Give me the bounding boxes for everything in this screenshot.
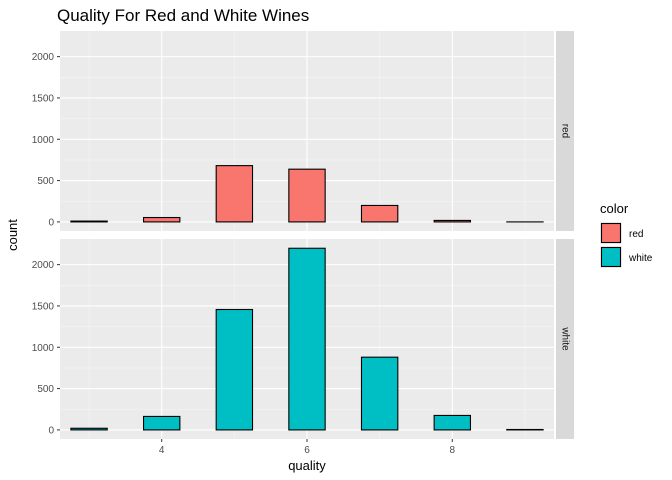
histogram-bar-red-5 [215,165,254,223]
y-tick-label: 1000 [32,135,55,146]
x-tick-label: 6 [304,445,310,456]
histogram-bar-white-7 [360,356,399,431]
y-tick-label: 2000 [32,52,55,63]
y-tick-label: 2000 [32,260,55,271]
facet-strip-white [556,239,574,439]
chart-title: Quality For Red and White Wines [57,6,309,25]
legend-title: color [600,201,629,216]
y-tick-label: 0 [48,217,54,228]
legend-label: white [628,253,653,264]
y-tick-label: 1500 [32,301,55,312]
facet-strip-label: white [559,326,570,351]
histogram-bar-red-8 [433,219,472,223]
histogram-bar-white-6 [288,247,326,431]
x-axis-title: quality [288,458,326,473]
histogram-bar-red-7 [360,204,399,223]
legend-swatch-red [600,222,622,244]
histogram-bar-red-6 [288,168,326,223]
y-tick-label: 0 [48,425,54,436]
x-tick-label: 4 [159,445,165,456]
x-tick-label: 8 [450,445,456,456]
histogram-bar-white-5 [215,308,254,431]
histogram-bar-red-4 [142,216,181,223]
y-tick-label: 500 [37,176,54,187]
histogram-bar-white-3 [70,427,108,431]
y-tick-label: 1000 [32,343,55,354]
histogram-bar-white-8 [433,414,472,431]
y-tick-label: 1500 [32,93,55,104]
histogram-bar-white-4 [142,415,181,431]
facet-strip-label: red [559,124,570,138]
y-axis-title: count [5,219,20,251]
legend-label: red [629,229,643,240]
histogram-bar-red-3 [70,220,108,223]
facet-strip-red [556,31,574,231]
y-tick-label: 500 [37,384,54,395]
legend-swatch-white [600,246,622,268]
